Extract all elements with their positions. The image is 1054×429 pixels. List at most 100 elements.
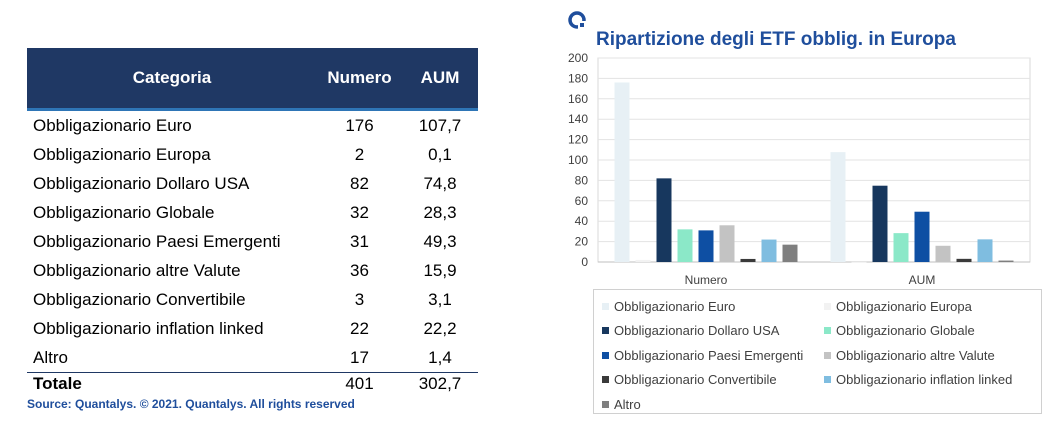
legend-swatch [824, 302, 831, 310]
legend-label: Obbligazionario Euro [614, 298, 736, 314]
table-row: Obbligazionario Globale 32 28,3 [27, 198, 478, 227]
cell-numero: 176 [345, 115, 374, 135]
legend-swatch [602, 302, 609, 310]
legend-swatch [602, 351, 609, 359]
total-numero: 401 [317, 372, 402, 395]
y-tick-label: 200 [568, 51, 588, 65]
cell-category: Altro [33, 347, 68, 367]
legend-label: Obbligazionario Globale [836, 323, 975, 339]
header-numero: Numero [317, 48, 402, 111]
x-tick-label: Numero [685, 273, 728, 287]
etf-table: Categoria Numero AUM Obbligazionario Eur… [27, 48, 478, 395]
bar [614, 82, 630, 262]
legend-swatch [602, 376, 609, 384]
legend-item: Altro [602, 392, 824, 417]
header-aum: AUM [402, 48, 478, 111]
bar [935, 245, 951, 262]
legend-swatch [824, 351, 831, 359]
cell-aum: 22,2 [423, 318, 457, 338]
cell-category: Obbligazionario Convertibile [33, 289, 246, 309]
y-tick-label: 180 [568, 71, 588, 85]
bar-chart: 0 20 40 60 80 100 120 140 160 180 200 Numero AUM [568, 51, 1031, 287]
x-axis-ticks: Numero AUM [685, 273, 936, 287]
chart-title: Ripartizione degli ETF obblig. in Europa [596, 29, 956, 50]
cell-category: Obbligazionario Paesi Emergenti [33, 231, 281, 251]
x-tick-label: AUM [909, 273, 936, 287]
bar [998, 260, 1014, 262]
y-tick-label: 0 [581, 255, 588, 269]
table-row: Obbligazionario Dollaro USA 82 74,8 [27, 169, 478, 198]
cell-aum: 107,7 [418, 115, 462, 135]
y-tick-label: 20 [575, 235, 589, 249]
y-tick-label: 160 [568, 92, 588, 106]
cell-category: Obbligazionario inflation linked [33, 318, 264, 338]
cell-numero: 32 [350, 202, 369, 222]
cell-numero: 36 [350, 260, 369, 280]
table-row: Obbligazionario Convertibile 3 3,1 [27, 285, 478, 314]
table-row: Obbligazionario altre Valute 36 15,9 [27, 256, 478, 285]
bar [698, 230, 714, 262]
cell-aum: 0,1 [428, 144, 452, 164]
legend-swatch [824, 376, 831, 384]
cell-aum: 49,3 [423, 231, 457, 251]
legend-swatch [602, 327, 609, 335]
cell-aum: 74,8 [423, 173, 457, 193]
table-row: Obbligazionario inflation linked 22 22,2 [27, 314, 478, 343]
table-row: Altro 17 1,4 [27, 343, 478, 373]
cell-numero: 82 [350, 173, 369, 193]
total-aum: 302,7 [402, 372, 478, 395]
bar [872, 185, 888, 262]
cell-numero: 2 [354, 144, 365, 164]
bar [956, 258, 972, 262]
bar [761, 239, 777, 262]
y-tick-label: 40 [575, 214, 589, 228]
legend-item: Obbligazionario Europa [824, 294, 1046, 319]
bar [851, 261, 867, 263]
legend-item: Obbligazionario Paesi Emergenti [602, 343, 824, 368]
cell-numero: 17 [350, 347, 369, 367]
bar [719, 225, 735, 262]
cell-numero: 3 [354, 289, 365, 309]
bars [614, 82, 1014, 263]
table-row: Obbligazionario Europa 2 0,1 [27, 140, 478, 169]
y-tick-label: 80 [575, 173, 589, 187]
cell-category: Obbligazionario Globale [33, 202, 215, 222]
total-row: Totale 401 302,7 [27, 372, 478, 395]
table-row: Obbligazionario Euro 176 107,7 [27, 110, 478, 141]
y-tick-label: 100 [568, 153, 588, 167]
cell-category: Obbligazionario Dollaro USA [33, 173, 250, 193]
bar [977, 239, 993, 262]
legend-label: Altro [614, 396, 641, 412]
cell-aum: 1,4 [428, 347, 452, 367]
bar [830, 152, 846, 262]
bar [635, 259, 651, 262]
source-note: Source: Quantalys. © 2021. Quantalys. Al… [27, 397, 355, 411]
y-tick-label: 60 [575, 194, 589, 208]
cell-category: Obbligazionario Euro [33, 115, 192, 135]
legend-label: Obbligazionario Paesi Emergenti [614, 347, 804, 363]
category-table: Categoria Numero AUM Obbligazionario Eur… [27, 48, 478, 395]
y-axis-ticks: 0 20 40 60 80 100 120 140 160 180 200 [568, 51, 588, 269]
bar [656, 178, 672, 262]
bar [677, 229, 693, 262]
cell-category: Obbligazionario Europa [33, 144, 211, 164]
header-categoria: Categoria [27, 48, 317, 111]
legend-item: Obbligazionario Euro [602, 294, 824, 319]
chart-legend: Obbligazionario Euro Obbligazionario Euro… [593, 289, 1042, 414]
legend-item: Obbligazionario inflation linked [824, 368, 1046, 393]
legend-item: Obbligazionario Globale [824, 319, 1046, 344]
cell-aum: 3,1 [428, 289, 452, 309]
table-header-row: Categoria Numero AUM [27, 48, 478, 111]
cell-aum: 28,3 [423, 202, 457, 222]
total-label: Totale [27, 372, 317, 395]
y-tick-label: 140 [568, 112, 588, 126]
legend-item: Obbligazionario Convertibile [602, 368, 824, 393]
legend-label: Obbligazionario altre Valute [836, 347, 995, 363]
legend-label: Obbligazionario Dollaro USA [614, 323, 780, 339]
cell-aum: 15,9 [423, 260, 457, 280]
legend-item: Obbligazionario Dollaro USA [602, 319, 824, 344]
cell-category: Obbligazionario altre Valute [33, 260, 241, 280]
legend-label: Obbligazionario inflation linked [836, 372, 1013, 388]
cell-numero: 22 [350, 318, 369, 338]
legend-label: Obbligazionario Europa [836, 298, 972, 314]
